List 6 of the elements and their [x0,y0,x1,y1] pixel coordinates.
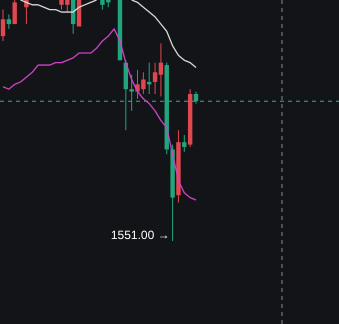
candlestick [12,0,17,25]
candlestick [6,14,12,30]
candlestick [129,74,134,112]
candlestick [147,62,152,94]
candlestick [182,134,187,152]
annotation: 1551.00 → [110,228,170,242]
